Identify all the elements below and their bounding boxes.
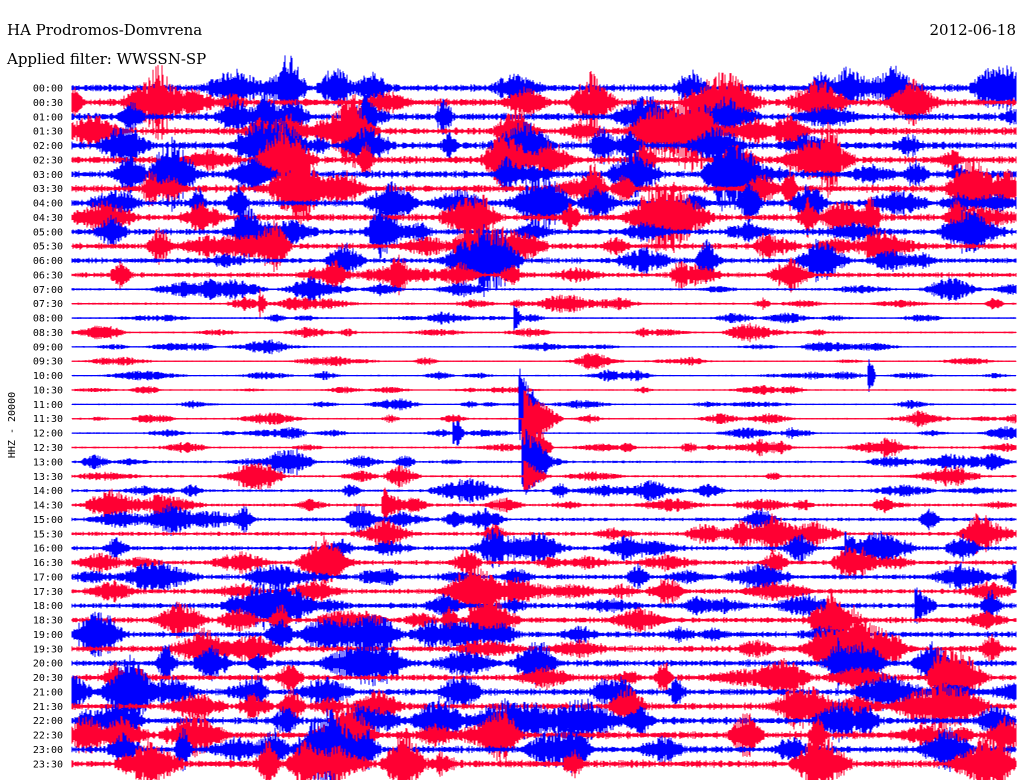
- row-time-label: 09:30: [33, 357, 63, 368]
- row-time-label: 21:00: [33, 687, 63, 698]
- row-time-label: 23:00: [33, 745, 63, 756]
- row-time-label: 13:00: [33, 457, 63, 468]
- record-date: 2012-06-18: [929, 21, 1016, 39]
- seismic-trace: [71, 560, 1017, 622]
- row-time-label: 19:30: [33, 644, 63, 655]
- row-time-label: 22:00: [33, 716, 63, 727]
- row-time-label: 05:30: [33, 242, 63, 253]
- seismic-trace: [71, 276, 1017, 303]
- row-time-label: 07:30: [33, 299, 63, 310]
- row-time-label: 15:30: [33, 529, 63, 540]
- seismic-trace: [71, 322, 1017, 343]
- seismic-trace: [71, 611, 1017, 658]
- seismic-trace: [71, 368, 1017, 441]
- row-time-label: 17:30: [33, 587, 63, 598]
- seismic-trace: [71, 429, 1017, 495]
- row-time-label: 06:00: [33, 256, 63, 267]
- row-time-label: 05:00: [33, 227, 63, 238]
- row-time-label: 00:00: [33, 84, 63, 95]
- row-time-label: 07:00: [33, 285, 63, 296]
- row-time-label: 10:00: [33, 371, 63, 382]
- station-title: HA Prodromos-Domvrena: [7, 21, 203, 39]
- row-time-label: 08:30: [33, 328, 63, 339]
- trace-group: [71, 55, 1017, 780]
- row-time-label: 09:00: [33, 342, 63, 353]
- seismic-trace: [71, 254, 1017, 296]
- time-label-group: 00:00 00:30 01:00 01:30 02:00 02:30 03:00 03:30…: [33, 84, 63, 771]
- seismic-trace: [71, 385, 1017, 395]
- row-time-label: 03:00: [33, 170, 63, 181]
- row-time-label: 02:30: [33, 155, 63, 166]
- row-time-label: 15:00: [33, 515, 63, 526]
- seismic-trace: [71, 698, 1017, 772]
- row-time-label: 11:00: [33, 400, 63, 411]
- seismic-trace: [71, 224, 1017, 297]
- seismic-trace: [71, 420, 1017, 446]
- row-time-label: 14:30: [33, 501, 63, 512]
- row-time-label: 19:00: [33, 630, 63, 641]
- row-time-label: 10:30: [33, 385, 63, 396]
- seismic-trace: [71, 359, 1017, 392]
- row-time-label: 14:00: [33, 486, 63, 497]
- seismic-trace: [71, 305, 1017, 331]
- row-time-label: 08:00: [33, 314, 63, 325]
- row-time-label: 20:00: [33, 659, 63, 670]
- row-time-label: 18:30: [33, 616, 63, 627]
- seismic-trace: [71, 708, 1017, 780]
- row-time-label: 13:30: [33, 472, 63, 483]
- row-time-label: 11:30: [33, 414, 63, 425]
- seismic-trace: [71, 352, 1017, 370]
- row-time-label: 00:30: [33, 98, 63, 109]
- seismic-trace: [71, 390, 1017, 448]
- row-time-label: 16:00: [33, 544, 63, 555]
- seismic-trace: [71, 654, 1017, 730]
- seismic-trace: [71, 528, 1017, 569]
- filter-label: Applied filter: WWSSN-SP: [7, 50, 207, 68]
- row-time-label: 17:00: [33, 572, 63, 583]
- seismic-trace: [71, 55, 1017, 121]
- row-time-label: 03:30: [33, 184, 63, 195]
- seismic-trace: [71, 647, 1017, 708]
- seismic-trace: [71, 412, 1017, 483]
- seismic-trace: [71, 487, 1017, 523]
- row-time-label: 20:30: [33, 673, 63, 684]
- seismic-trace: [71, 460, 1017, 492]
- row-time-label: 02:00: [33, 141, 63, 152]
- row-time-label: 04:00: [33, 199, 63, 210]
- row-time-label: 06:30: [33, 270, 63, 281]
- seismic-trace: [71, 728, 1017, 780]
- row-time-label: 16:30: [33, 558, 63, 569]
- row-time-label: 04:30: [33, 213, 63, 224]
- seismic-trace: [71, 339, 1017, 355]
- row-time-label: 12:00: [33, 429, 63, 440]
- row-time-label: 01:30: [33, 127, 63, 138]
- row-time-label: 23:30: [33, 759, 63, 770]
- seismic-trace: [71, 478, 1017, 504]
- row-time-label: 01:00: [33, 112, 63, 123]
- row-time-label: 12:30: [33, 443, 63, 454]
- seismic-trace: [71, 502, 1017, 536]
- seismic-trace: [71, 289, 1017, 319]
- row-time-label: 22:30: [33, 731, 63, 742]
- row-time-label: 18:00: [33, 601, 63, 612]
- seismic-trace: [71, 536, 1017, 589]
- channel-axis-label: HHZ - 20000: [7, 392, 18, 458]
- row-time-label: 21:30: [33, 702, 63, 713]
- seismic-trace: [71, 637, 1017, 689]
